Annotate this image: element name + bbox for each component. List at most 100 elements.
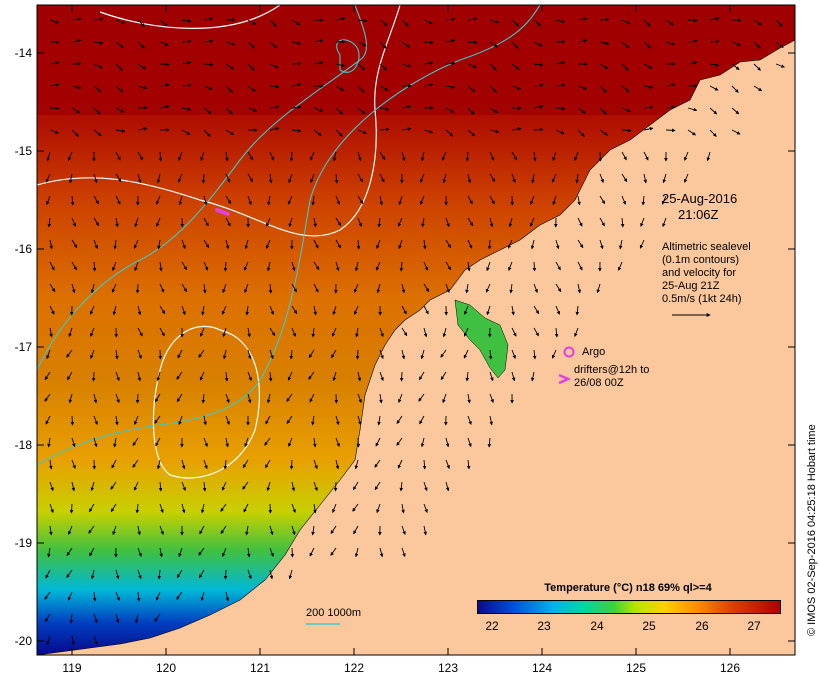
velocity-arrow <box>577 217 583 227</box>
velocity-arrow <box>753 63 761 71</box>
velocity-arrow <box>268 283 273 294</box>
velocity-arrow <box>687 61 698 65</box>
velocity-arrow <box>313 503 317 514</box>
velocity-arrow <box>596 283 601 294</box>
velocity-arrow <box>221 305 227 315</box>
velocity-arrow <box>247 85 256 92</box>
velocity-arrow <box>377 217 382 228</box>
velocity-arrow <box>245 305 249 316</box>
velocity-arrow <box>137 305 142 316</box>
velocity-arrow <box>357 85 365 93</box>
velocity-arrow <box>620 217 625 228</box>
velocity-arrow <box>467 63 477 68</box>
velocity-arrow <box>291 261 296 272</box>
velocity-arrow <box>67 371 73 381</box>
colorbar-tick: 27 <box>747 619 761 633</box>
velocity-arrow <box>445 39 456 43</box>
velocity-arrow <box>467 415 472 425</box>
velocity-arrow <box>379 127 390 132</box>
velocity-arrow <box>709 63 720 67</box>
velocity-arrow <box>332 371 337 382</box>
velocity-arrow <box>181 305 186 316</box>
velocity-arrow <box>643 19 651 27</box>
altimetry-line: Altimetric sealevel <box>662 241 751 253</box>
velocity-arrow <box>290 547 295 558</box>
velocity-arrow <box>418 393 425 402</box>
velocity-arrow <box>269 41 278 49</box>
velocity-arrow <box>93 635 98 645</box>
velocity-arrow <box>289 151 294 162</box>
velocity-arrow <box>71 129 79 137</box>
velocity-arrow <box>68 393 73 404</box>
velocity-arrow <box>555 239 560 250</box>
velocity-arrow <box>156 371 161 382</box>
velocity-arrow <box>89 503 95 513</box>
velocity-arrow <box>420 195 425 205</box>
velocity-arrow <box>177 349 183 359</box>
velocity-arrow <box>533 127 544 132</box>
velocity-arrow <box>44 591 51 600</box>
velocity-arrow <box>379 547 384 558</box>
velocity-arrow <box>93 107 101 115</box>
velocity-arrow <box>289 459 294 470</box>
velocity-arrow <box>311 415 315 426</box>
velocity-arrow <box>157 569 162 580</box>
velocity-arrow <box>467 107 475 115</box>
velocity-arrow <box>401 151 406 162</box>
velocity-arrow <box>357 371 362 382</box>
velocity-arrow <box>177 173 183 183</box>
altimetry-legend: Altimetric sealevel (0.1m contours) and … <box>662 241 751 306</box>
velocity-arrow <box>445 129 454 137</box>
velocity-arrow <box>357 151 362 162</box>
velocity-arrow <box>225 151 229 162</box>
velocity-arrow <box>335 107 343 115</box>
velocity-arrow <box>288 437 293 447</box>
velocity-arrow <box>445 239 451 249</box>
velocity-arrow <box>577 261 583 271</box>
velocity-arrow <box>618 261 623 271</box>
map-time: 21:06Z <box>678 207 719 222</box>
velocity-arrow <box>621 107 631 113</box>
velocity-arrow <box>489 19 500 24</box>
velocity-arrow <box>643 173 648 184</box>
velocity-arrow <box>313 261 320 271</box>
velocity-arrow <box>115 217 119 228</box>
velocity-arrow <box>709 85 719 91</box>
velocity-arrow <box>533 83 544 88</box>
velocity-arrow <box>419 173 425 183</box>
velocity-arrow <box>221 481 227 491</box>
velocity-arrow <box>136 591 141 602</box>
velocity-arrow <box>47 547 51 558</box>
axis-ticks <box>37 5 795 655</box>
velocity-arrow <box>379 371 384 382</box>
velocity-arrow <box>357 195 364 205</box>
velocity-arrow <box>357 19 368 23</box>
velocity-arrow <box>396 437 403 446</box>
velocity-arrow <box>621 151 627 161</box>
velocity-arrow <box>489 85 497 93</box>
velocity-arrow <box>244 283 249 293</box>
velocity-arrow <box>115 85 124 93</box>
velocity-arrow <box>577 129 585 137</box>
velocity-arrow <box>555 83 566 87</box>
velocity-arrow <box>155 195 161 205</box>
velocity-arrow <box>181 261 188 271</box>
velocity-arrow <box>242 459 249 469</box>
velocity-arrow <box>775 41 784 48</box>
velocity-arrow <box>223 261 228 272</box>
velocity-arrow <box>489 415 493 426</box>
velocity-arrow <box>530 239 535 250</box>
velocity-arrow <box>115 569 120 580</box>
velocity-arrow <box>661 195 667 205</box>
velocity-arrow <box>353 283 359 293</box>
velocity-arrow <box>200 591 205 602</box>
velocity-arrow <box>489 41 498 48</box>
velocity-arrow <box>291 525 296 536</box>
velocity-arrow <box>203 437 208 447</box>
velocity-arrow <box>178 547 183 558</box>
velocity-arrow <box>115 129 126 133</box>
velocity-arrow <box>335 437 340 447</box>
velocity-arrow <box>66 547 73 556</box>
velocity-arrow <box>465 151 470 162</box>
